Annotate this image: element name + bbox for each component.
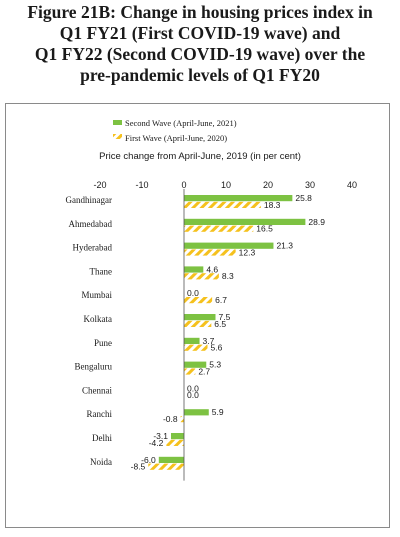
bar-gandhinagar-first-wave	[184, 201, 261, 208]
value-label-thane-first-wave: 8.3	[222, 271, 234, 281]
bar-bengaluru-second-wave	[184, 361, 207, 368]
x-axis-title: Price change from April-June, 2019 (in p…	[99, 151, 301, 162]
bar-gandhinagar-second-wave	[184, 195, 293, 202]
bar-thane-first-wave	[184, 273, 219, 280]
bar-kolkata-second-wave	[184, 314, 216, 321]
category-label-mumbai: Mumbai	[82, 290, 113, 300]
x-tick-label: 0	[181, 180, 186, 190]
category-label-gandhinagar: Gandhinagar	[66, 195, 112, 205]
value-label-gandhinagar-second-wave: 25.8	[295, 193, 312, 203]
value-label-chennai-first-wave: 0.0	[187, 390, 199, 400]
bars	[148, 195, 306, 470]
bar-ranchi-first-wave	[180, 416, 184, 423]
bar-kolkata-first-wave	[184, 320, 212, 327]
bar-thane-second-wave	[184, 266, 204, 273]
x-tick-label: 20	[263, 180, 273, 190]
value-label-hyderabad-first-wave: 12.3	[239, 247, 256, 257]
category-label-ahmedabad: Ahmedabad	[69, 219, 113, 229]
value-label-kolkata-first-wave: 6.5	[214, 319, 226, 329]
x-axis-ticks: -20 -10 0 10 20 30 40	[93, 180, 357, 190]
value-label-ranchi-first-wave: -0.8	[163, 414, 178, 424]
bar-mumbai-first-wave	[184, 297, 213, 304]
value-label-ranchi-second-wave: 5.9	[212, 407, 224, 417]
value-labels: 25.8 18.3 28.9 16.521.3 12.3 4.6 8.3 0.0 6.7 7.56…	[131, 193, 326, 472]
value-label-noida-second-wave: -6.0	[141, 455, 156, 465]
bar-bengaluru-first-wave	[184, 368, 196, 375]
value-label-mumbai-second-wave: 0.0	[187, 288, 199, 298]
chart-title-line-4: pre-pandemic levels of Q1 FY20	[80, 65, 320, 85]
chart-title: Figure 21B: Change in housing prices ind…	[0, 2, 400, 86]
value-label-bengaluru-first-wave: 2.7	[198, 366, 210, 376]
bar-hyderabad-second-wave	[184, 242, 274, 249]
category-labels: Gandhinagar Ahmedabad Hyderabad Thane Mumbai…	[66, 195, 113, 467]
bar-delhi-second-wave	[170, 433, 184, 440]
bar-delhi-first-wave	[166, 439, 184, 446]
category-label-bengaluru: Bengaluru	[75, 362, 113, 372]
value-label-hyderabad-second-wave: 21.3	[276, 241, 293, 251]
value-label-bengaluru-second-wave: 5.3	[209, 360, 221, 370]
value-label-delhi-second-wave: -3.1	[153, 431, 168, 441]
bar-ahmedabad-first-wave	[184, 225, 254, 232]
value-label-ahmedabad-second-wave: 28.9	[308, 217, 325, 227]
bar-noida-second-wave	[158, 456, 184, 463]
x-tick-label: 10	[221, 180, 231, 190]
bar-ranchi-second-wave	[184, 409, 209, 416]
legend-swatch-second-wave	[113, 120, 122, 125]
category-label-noida: Noida	[90, 457, 112, 467]
legend-swatch-first-wave	[113, 134, 122, 139]
chart-title-line-1: Figure 21B: Change in housing prices ind…	[27, 2, 373, 22]
value-label-pune-first-wave: 5.6	[211, 343, 223, 353]
x-tick-label: -20	[93, 180, 106, 190]
legend-label-first-wave: First Wave (April-June, 2020)	[125, 133, 227, 143]
x-tick-label: -10	[135, 180, 148, 190]
legend-label-second-wave: Second Wave (April-June, 2021)	[125, 118, 237, 128]
bar-pune-first-wave	[184, 344, 208, 351]
value-label-chennai-second-wave: 0.0	[187, 383, 199, 393]
bar-hyderabad-first-wave	[184, 249, 236, 256]
chart-title-line-2: Q1 FY21 (First COVID-19 wave) and	[59, 23, 341, 43]
value-label-gandhinagar-first-wave: 18.3	[264, 200, 281, 210]
chart-title-line-3: Q1 FY22 (Second COVID-19 wave) over the	[34, 44, 366, 64]
legend: Second Wave (April-June, 2021) First Wav…	[113, 118, 237, 143]
value-label-pune-second-wave: 3.7	[203, 336, 215, 346]
chart-frame	[5, 103, 390, 528]
value-label-kolkata-second-wave: 7.5	[219, 312, 231, 322]
value-label-noida-first-wave: -8.5	[131, 462, 146, 472]
x-tick-label: 30	[305, 180, 315, 190]
x-tick-label: 40	[347, 180, 357, 190]
category-label-ranchi: Ranchi	[87, 409, 113, 419]
category-label-chennai: Chennai	[82, 385, 112, 395]
category-label-pune: Pune	[94, 338, 112, 348]
category-label-hyderabad: Hyderabad	[73, 243, 113, 253]
category-label-kolkata: Kolkata	[84, 314, 113, 324]
category-label-delhi: Delhi	[92, 433, 112, 443]
value-label-thane-second-wave: 4.6	[206, 264, 218, 274]
bar-pune-second-wave	[184, 337, 200, 344]
value-label-ahmedabad-first-wave: 16.5	[256, 224, 273, 234]
bar-ahmedabad-second-wave	[184, 218, 306, 225]
value-label-delhi-first-wave: -4.2	[149, 438, 164, 448]
bar-noida-first-wave	[148, 463, 184, 470]
value-label-mumbai-first-wave: 6.7	[215, 295, 227, 305]
category-label-thane: Thane	[90, 266, 113, 276]
